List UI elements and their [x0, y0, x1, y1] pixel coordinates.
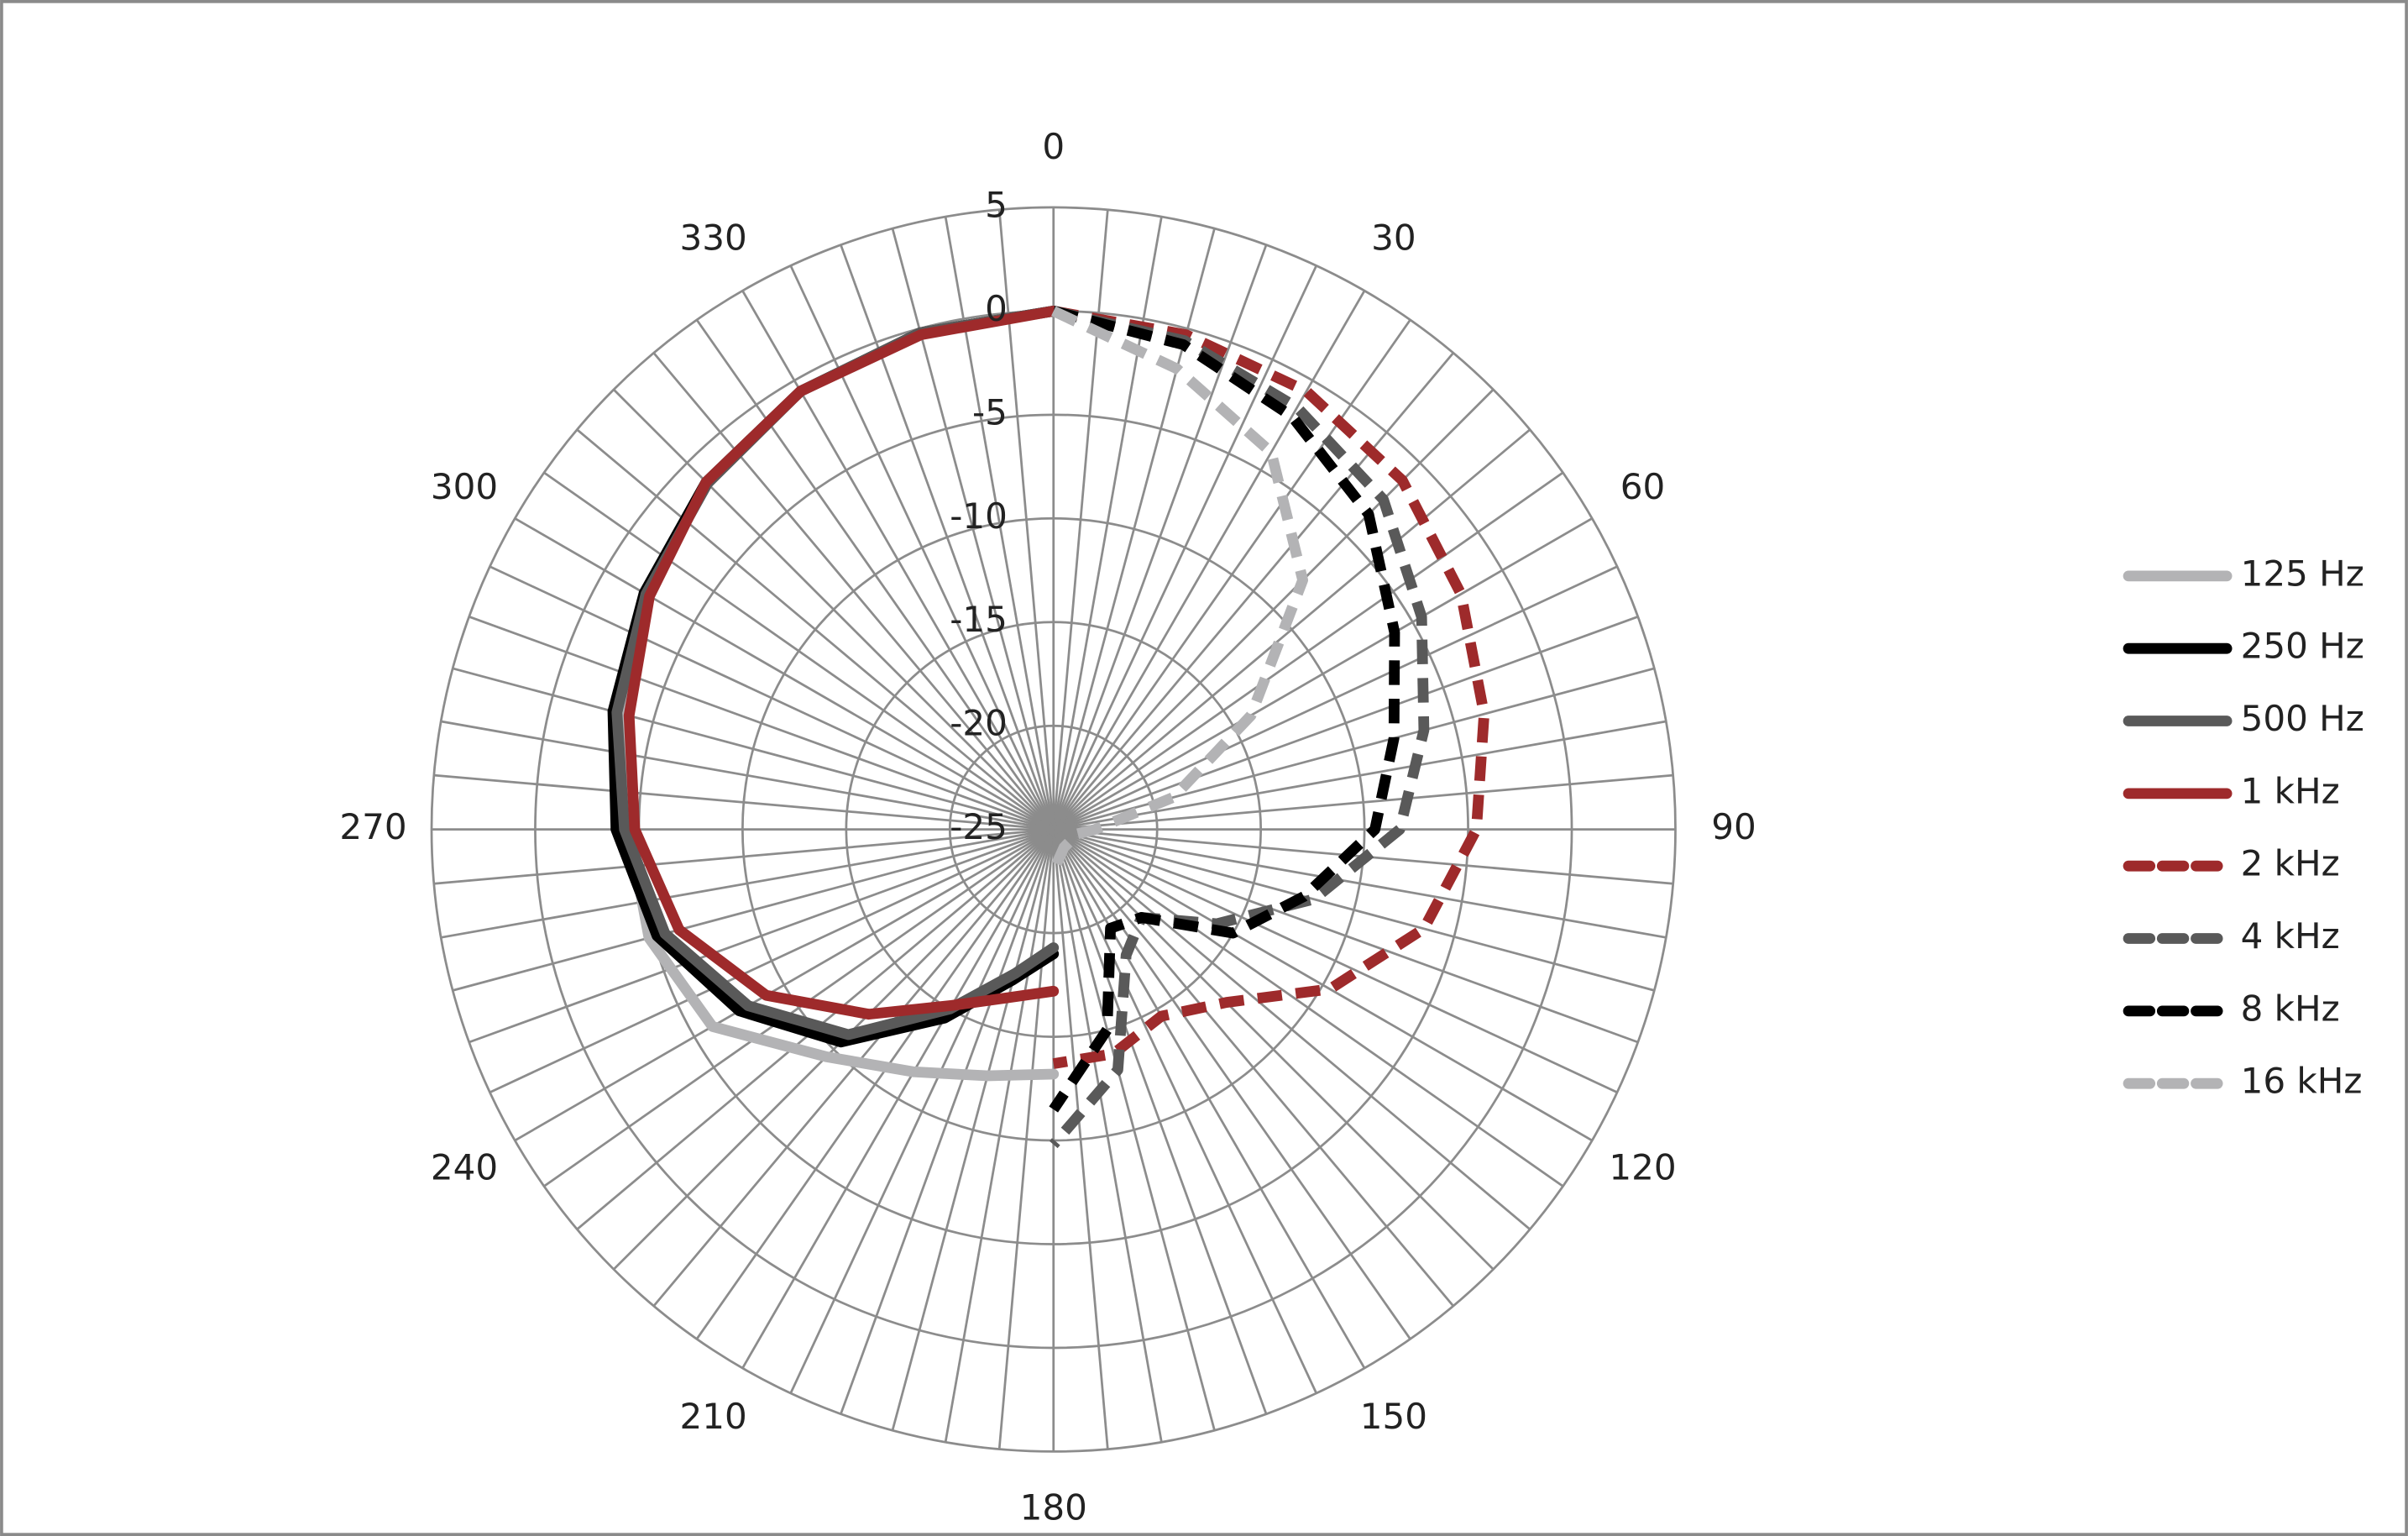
angle-tick-label: 240: [431, 1146, 498, 1187]
angle-tick-label: 30: [1371, 217, 1416, 258]
angle-tick-label: 60: [1620, 466, 1666, 507]
angle-tick-label: 270: [339, 806, 406, 847]
angle-tick-label: 0: [1042, 126, 1065, 167]
legend-label: 4 kHz: [2241, 915, 2340, 957]
radial-tick-label: -20: [950, 703, 1008, 744]
radial-grid-line: [845, 621, 1263, 1038]
legend-label: 8 kHz: [2241, 988, 2340, 1029]
angle-tick-label: 90: [1711, 806, 1756, 847]
radial-tick-label: -10: [950, 495, 1008, 537]
plot: [607, 305, 1490, 1149]
radial-tick-label: -25: [950, 806, 1008, 847]
legend: 125 Hz 250 Hz 500 Hz 1 kHz 2 kHz 4 kHz 8 kHz 16…: [2123, 553, 2364, 1102]
radial-tick-label: 0: [985, 288, 1008, 329]
angle-tick-label: 210: [680, 1396, 747, 1437]
legend-label: 250 Hz: [2241, 626, 2364, 667]
angle-tick-label: 150: [1360, 1396, 1427, 1437]
legend-label: 2 kHz: [2241, 843, 2340, 884]
legend-label: 16 kHz: [2241, 1061, 2363, 1102]
series-line: [1049, 306, 1400, 1113]
grid: [430, 206, 1677, 1453]
legend-label: 1 kHz: [2241, 770, 2340, 811]
radial-tick-label: 5: [985, 184, 1008, 225]
angle-tick-label: 300: [431, 466, 498, 507]
legend-label: 500 Hz: [2241, 698, 2364, 739]
legend-label: 125 Hz: [2241, 553, 2364, 594]
angle-tick-label: 330: [680, 217, 747, 258]
series-line: [623, 305, 1060, 1020]
angle-tick-label: 120: [1609, 1146, 1676, 1187]
labels: 030609012015018021024027030033050-5-10-1…: [339, 126, 1756, 1528]
radial-grid-line: [948, 724, 1159, 935]
series-line: [1052, 306, 1490, 1069]
radial-grid-line: [430, 206, 1677, 1453]
angle-tick-label: 180: [1020, 1486, 1087, 1528]
radial-tick-label: -5: [972, 391, 1008, 432]
series-line: [1049, 306, 1430, 1149]
radial-tick-label: -15: [950, 599, 1008, 640]
